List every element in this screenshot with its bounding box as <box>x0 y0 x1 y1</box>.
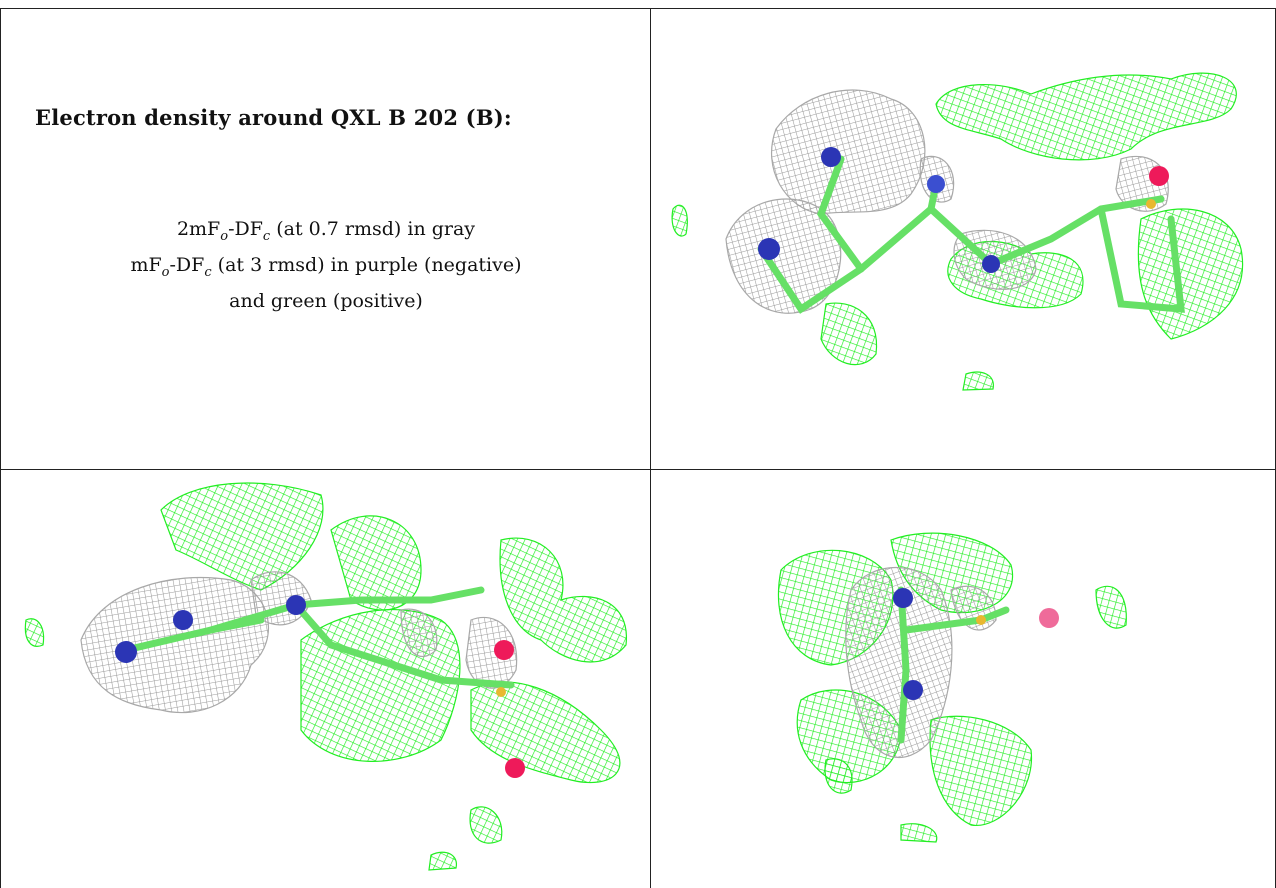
caption-legend: 2mFo-DFc (at 0.7 rmsd) in gray mFo-DFc (… <box>1 215 650 316</box>
electron-density-mesh-icon <box>24 482 627 871</box>
view-bottom-left <box>1 470 650 888</box>
electron-density-mesh-icon <box>671 72 1244 391</box>
border-middle <box>650 8 651 888</box>
legend-line-positive: and green (positive) <box>229 289 423 312</box>
legend-line-mfo: mFo-DFc (at 3 rmsd) in purple (negative) <box>130 253 522 280</box>
view-bottom-right <box>651 470 1275 888</box>
border-row <box>0 469 1276 470</box>
border-left <box>0 8 1 888</box>
view-top-right <box>651 9 1275 469</box>
border-top <box>0 8 1276 9</box>
electron-density-mesh-icon <box>777 532 1127 843</box>
legend-line-2mfo: 2mFo-DFc (at 0.7 rmsd) in gray <box>176 218 476 244</box>
caption-cell: Electron density around QXL B 202 (B): 2… <box>1 9 650 469</box>
caption-title: Electron density around QXL B 202 (B): <box>35 105 512 130</box>
